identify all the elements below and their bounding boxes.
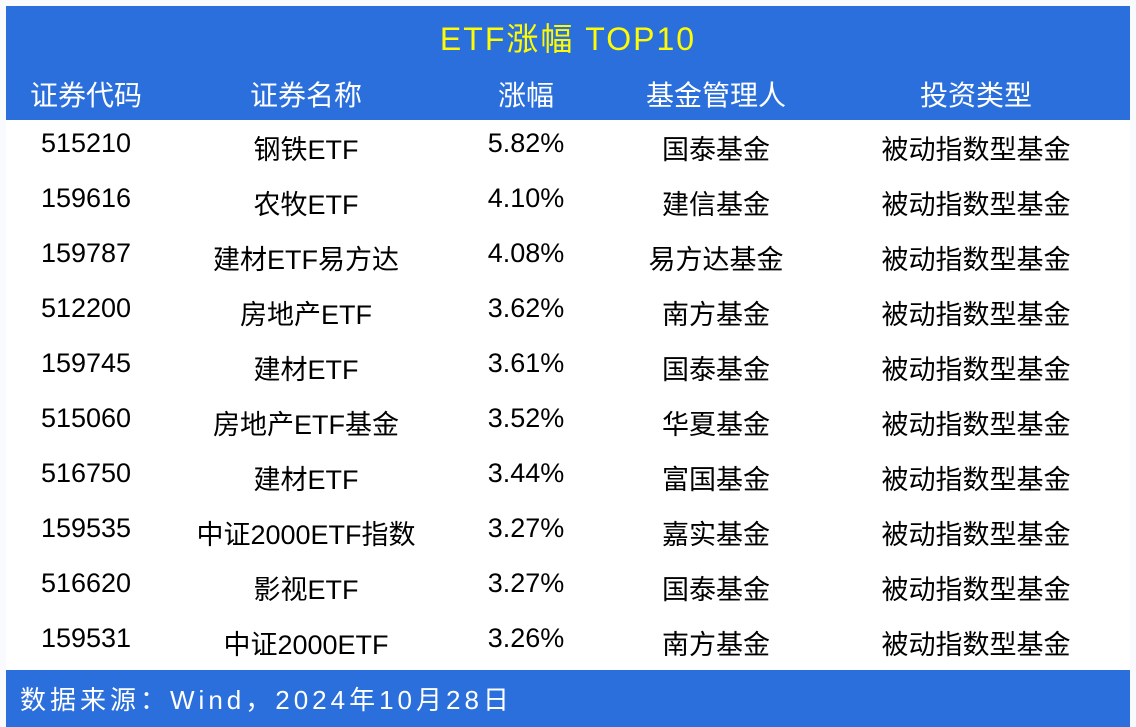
cell-type: 被动指数型基金 [826,230,1126,285]
cell-code: 515210 [6,120,166,175]
cell-name: 房地产ETF基金 [166,395,446,450]
cell-change: 3.26% [446,615,606,670]
cell-manager: 南方基金 [606,615,826,670]
cell-change: 3.27% [446,560,606,615]
cell-code: 159745 [6,340,166,395]
cell-manager: 华夏基金 [606,395,826,450]
cell-change: 4.10% [446,175,606,230]
cell-change: 3.27% [446,505,606,560]
header-name: 证券名称 [166,68,446,120]
table-row: 159745建材ETF3.61%国泰基金被动指数型基金 [6,340,1130,395]
cell-name: 农牧ETF [166,175,446,230]
cell-change: 3.61% [446,340,606,395]
cell-code: 516750 [6,450,166,505]
etf-table: ETF涨幅 TOP10 证券代码 证券名称 涨幅 基金管理人 投资类型 5152… [6,6,1130,727]
table-title: ETF涨幅 TOP10 [6,6,1130,68]
cell-name: 建材ETF易方达 [166,230,446,285]
cell-manager: 国泰基金 [606,340,826,395]
cell-manager: 国泰基金 [606,120,826,175]
cell-change: 3.52% [446,395,606,450]
cell-code: 159616 [6,175,166,230]
cell-change: 4.08% [446,230,606,285]
header-change: 涨幅 [446,68,606,120]
cell-name: 钢铁ETF [166,120,446,175]
cell-manager: 南方基金 [606,285,826,340]
cell-code: 159535 [6,505,166,560]
table-row: 512200房地产ETF3.62%南方基金被动指数型基金 [6,285,1130,340]
header-code: 证券代码 [6,68,166,120]
cell-type: 被动指数型基金 [826,450,1126,505]
header-manager: 基金管理人 [606,68,826,120]
cell-type: 被动指数型基金 [826,560,1126,615]
cell-change: 5.82% [446,120,606,175]
cell-manager: 建信基金 [606,175,826,230]
cell-code: 516620 [6,560,166,615]
table-row: 159531中证2000ETF3.26%南方基金被动指数型基金 [6,615,1130,670]
cell-name: 房地产ETF [166,285,446,340]
table-row: 516620影视ETF3.27%国泰基金被动指数型基金 [6,560,1130,615]
cell-manager: 易方达基金 [606,230,826,285]
cell-code: 159531 [6,615,166,670]
table-body: 515210钢铁ETF5.82%国泰基金被动指数型基金159616农牧ETF4.… [6,120,1130,670]
cell-code: 159787 [6,230,166,285]
cell-type: 被动指数型基金 [826,615,1126,670]
cell-name: 建材ETF [166,340,446,395]
table-footer: 数据来源：Wind，2024年10月28日 [6,670,1130,727]
cell-type: 被动指数型基金 [826,505,1126,560]
cell-change: 3.62% [446,285,606,340]
table-row: 159787建材ETF易方达4.08%易方达基金被动指数型基金 [6,230,1130,285]
cell-type: 被动指数型基金 [826,120,1126,175]
cell-name: 中证2000ETF指数 [166,505,446,560]
cell-code: 512200 [6,285,166,340]
cell-type: 被动指数型基金 [826,285,1126,340]
table-row: 515210钢铁ETF5.82%国泰基金被动指数型基金 [6,120,1130,175]
cell-manager: 富国基金 [606,450,826,505]
cell-name: 影视ETF [166,560,446,615]
cell-name: 建材ETF [166,450,446,505]
cell-code: 515060 [6,395,166,450]
cell-type: 被动指数型基金 [826,175,1126,230]
cell-name: 中证2000ETF [166,615,446,670]
cell-manager: 嘉实基金 [606,505,826,560]
table-row: 159616农牧ETF4.10%建信基金被动指数型基金 [6,175,1130,230]
cell-manager: 国泰基金 [606,560,826,615]
table-row: 159535中证2000ETF指数3.27%嘉实基金被动指数型基金 [6,505,1130,560]
cell-type: 被动指数型基金 [826,395,1126,450]
cell-type: 被动指数型基金 [826,340,1126,395]
table-header-row: 证券代码 证券名称 涨幅 基金管理人 投资类型 [6,68,1130,120]
table-row: 516750建材ETF3.44%富国基金被动指数型基金 [6,450,1130,505]
header-type: 投资类型 [826,68,1126,120]
table-row: 515060房地产ETF基金3.52%华夏基金被动指数型基金 [6,395,1130,450]
cell-change: 3.44% [446,450,606,505]
